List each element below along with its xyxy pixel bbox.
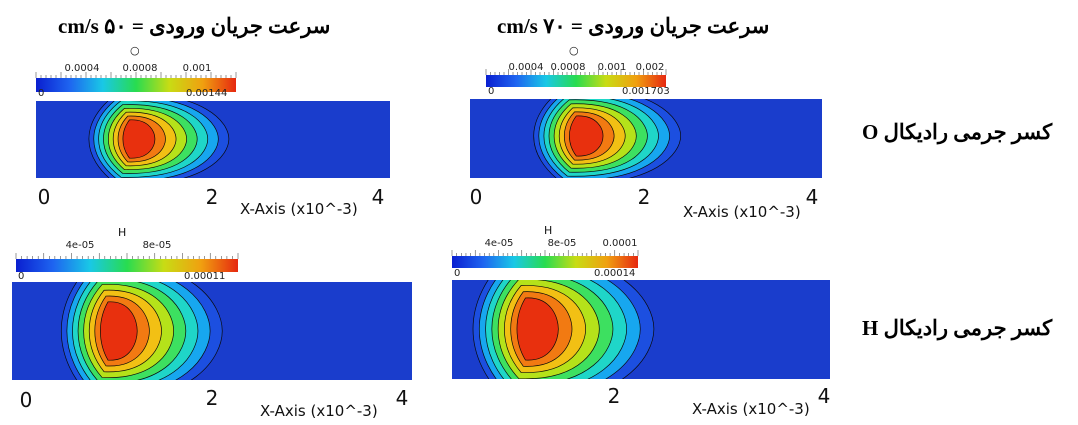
row-label-o-radical: کسر جرمی رادیکال O bbox=[862, 120, 1053, 144]
row-label-h-radical: کسر جرمی رادیکال H bbox=[862, 316, 1053, 340]
axis-title: X-Axis (x10^-3) bbox=[683, 203, 801, 221]
colorbar-max: 0.00011 bbox=[184, 271, 226, 282]
axis-title: X-Axis (x10^-3) bbox=[240, 200, 358, 218]
axis-mid: 2 bbox=[205, 386, 219, 410]
contour-field bbox=[36, 101, 390, 178]
contour-level bbox=[516, 297, 559, 361]
colorbar-tick: 4e-05 bbox=[484, 238, 514, 249]
colorbar-max: 0.001703 bbox=[622, 86, 670, 97]
axis-end: 4 bbox=[817, 384, 831, 408]
column-title-70: سرعت جریان ورودی = ۷۰ cm/s bbox=[497, 14, 770, 38]
variable-label: ○ bbox=[130, 44, 140, 57]
colorbar-gradient bbox=[486, 75, 666, 87]
axis-start: 0 bbox=[37, 185, 51, 209]
colorbar-min: 0 bbox=[454, 268, 461, 279]
variable-label: H bbox=[544, 224, 553, 237]
contour-field bbox=[12, 282, 412, 380]
colorbar-gradient bbox=[16, 259, 238, 272]
axis-mid: 2 bbox=[205, 185, 219, 209]
column-title-50: سرعت جریان ورودی = ۵۰ cm/s bbox=[58, 14, 331, 38]
contour-level bbox=[100, 301, 138, 361]
colorbar-tick: 0.001 bbox=[597, 62, 627, 73]
colorbar-tick: 0.0008 bbox=[550, 62, 586, 73]
colorbar-tick: 0.0004 bbox=[64, 63, 100, 74]
axis-mid: 2 bbox=[637, 185, 651, 209]
variable-label: H bbox=[118, 226, 127, 239]
contour-level bbox=[122, 119, 156, 159]
colorbar-max: 0.00014 bbox=[594, 268, 636, 279]
colorbar-tick: 8e-05 bbox=[547, 238, 577, 249]
contour-field bbox=[470, 99, 822, 178]
axis-end: 4 bbox=[395, 386, 409, 410]
contour-level bbox=[569, 115, 604, 157]
contour-field bbox=[452, 280, 830, 379]
colorbar-tick: 0.002 bbox=[635, 62, 665, 73]
colorbar-max: 0.00144 bbox=[186, 88, 228, 99]
axis-title: X-Axis (x10^-3) bbox=[260, 402, 378, 420]
colorbar-tick: 4e-05 bbox=[65, 240, 95, 251]
colorbar-tick: 0.0004 bbox=[508, 62, 544, 73]
colorbar-gradient bbox=[36, 78, 236, 92]
axis-start: 0 bbox=[469, 185, 483, 209]
colorbar-min: 0 bbox=[488, 86, 495, 97]
colorbar-tick: 0.0008 bbox=[122, 63, 158, 74]
axis-start: 0 bbox=[19, 388, 33, 412]
colorbar-tick: 0.0001 bbox=[602, 238, 638, 249]
variable-label: ○ bbox=[569, 44, 579, 57]
colorbar-gradient bbox=[452, 256, 638, 268]
axis-title: X-Axis (x10^-3) bbox=[692, 400, 810, 418]
colorbar-min: 0 bbox=[18, 271, 25, 282]
axis-end: 4 bbox=[371, 185, 385, 209]
colorbar-tick: 8e-05 bbox=[142, 240, 172, 251]
axis-end: 4 bbox=[805, 185, 819, 209]
axis-mid: 2 bbox=[607, 384, 621, 408]
colorbar-tick: 0.001 bbox=[182, 63, 212, 74]
colorbar-min: 0 bbox=[38, 88, 45, 99]
